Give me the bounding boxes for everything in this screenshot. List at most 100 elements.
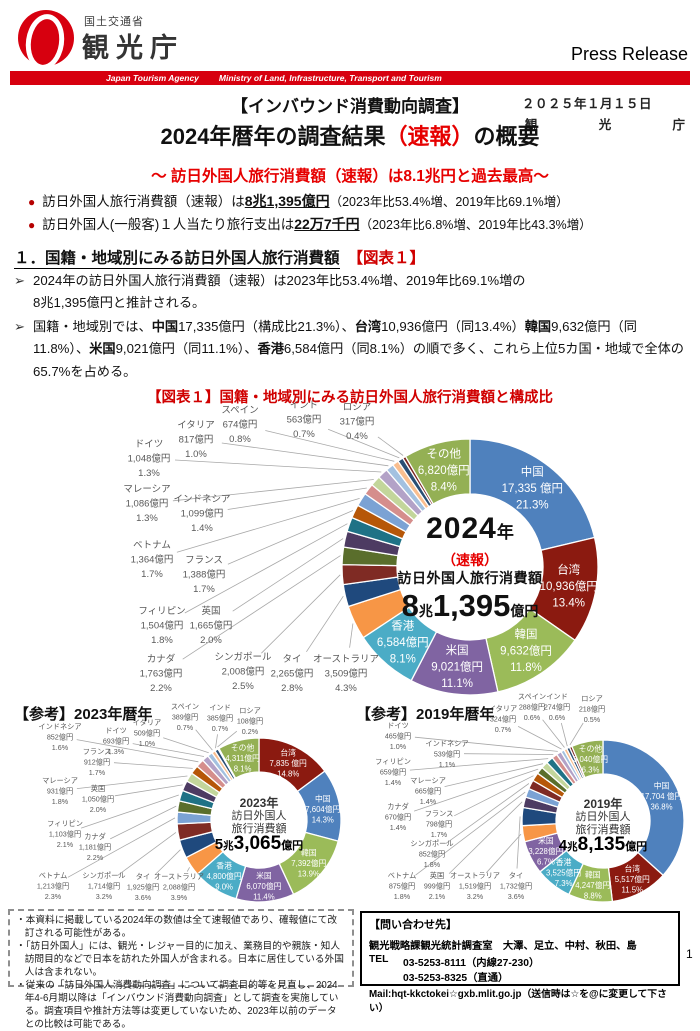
slice-label-outside: シンガポール 2,008億円 2.5% [214, 652, 272, 692]
slice-label-outside: ロシア 218億円 0.5% [579, 694, 605, 724]
org-name-justified: 観 光 庁 [522, 114, 688, 133]
section1-figure-ref: 【図表１】 [347, 250, 426, 267]
slice-label-outside: 英国 1,050億円 2.0% [82, 784, 114, 814]
donut-2019-year: 2019年 [583, 797, 623, 811]
footnote-item: ・「訪日外国人」には、観光・レジャー目的に加え、業務目的や親族・知人訪問目的など… [16, 941, 344, 978]
bullet-dot-icon: ● [28, 218, 36, 232]
tel-label: TEL [369, 954, 389, 965]
paragraph1-line1: 2024年の訪日外国人旅行消費額（速報）は2023年比53.4%増、2019年比… [33, 273, 526, 288]
slice-label-outside: シンガポール 852億円 1.8% [410, 839, 453, 869]
leader-line [414, 736, 558, 752]
slice-label-outside: カナダ 1,763億円 2.2% [140, 653, 183, 694]
leader-line [306, 595, 344, 653]
chart-2023-title: 【参考】2023年暦年 [14, 706, 153, 723]
leader-line [463, 753, 554, 755]
donut-2019-desc1: 訪日外国人 [575, 811, 631, 823]
leader-line [377, 436, 404, 456]
bar-ministry-en: Ministry of Land, Infrastructure, Transp… [218, 73, 442, 83]
leader-line [221, 442, 389, 467]
slice-label-outside: フランス 1,388億円 1.7% [183, 555, 226, 595]
leader-line [176, 498, 360, 553]
tel-number-1: 03-5253-8111（内線27-230） [403, 958, 540, 969]
total-billion-unit: 億円 [510, 603, 539, 619]
footnote-item: ・本資料に掲載している2024年の数値は全て速報値であり、確報値にて改訂される可… [16, 915, 338, 939]
leader-line [195, 729, 213, 751]
donut-2024-center: 2024年 （速報） 訪日外国人旅行消費額 8兆1,395億円 [365, 512, 575, 630]
bullet-comparison: （2023年比53.4%増、2019年比69.1%増） [329, 195, 569, 209]
slice-label-outside: イタリア 509億円 1.0% [133, 718, 161, 748]
headline-slogan: ～ 訪日外国人旅行消費額（速報）は8.1兆円と過去最高～ [151, 168, 549, 185]
leader-line [569, 722, 584, 746]
slice-label-outside: タイ 1,732億円 3.6% [500, 871, 532, 901]
leader-line [486, 833, 522, 874]
footnotes-box: ・本資料に掲載している2024年の数値は全て速報値であり、確報値にて改訂される可… [8, 909, 354, 1030]
leader-line [232, 538, 344, 612]
slice-label-inside: その他 4,311億円 8.1% [225, 743, 260, 774]
leader-line [409, 758, 549, 771]
slice-label-outside: ベトナム 875億円 1.8% [388, 871, 417, 901]
slice-label-outside: インドネシア 1,099億円 1.4% [173, 494, 230, 534]
slice-label-outside: ベトナム 1,213億円 2.3% [37, 871, 69, 901]
org-char: 観 [525, 118, 538, 132]
donut-2024-flash-note: （速報） [442, 552, 498, 568]
leader-line [184, 523, 348, 614]
bullet-comparison: （2023年比6.8%増、2019年比43.3%増） [359, 218, 592, 232]
leader-line [413, 768, 539, 812]
page-number: 1 [686, 947, 693, 961]
slice-label-outside: イタリア 324億円 0.7% [489, 704, 517, 734]
donut-2019-desc2: 旅行消費額 [575, 823, 631, 836]
leader-line [444, 763, 544, 787]
slice-label-inside: 香港 3,525億円 7.3% [546, 857, 581, 888]
contact-mail: Mail:hqt-kkctokei☆gxb.mlit.go.jp（送信時は☆を@… [369, 989, 667, 1014]
page-title-flash: （速報） [385, 124, 474, 149]
leader-line [445, 783, 530, 844]
total-billion-unit: 億円 [281, 840, 304, 852]
contact-department: 観光戦略課観光統計調査室 大澤、足立、中村、秋田、島 [369, 941, 637, 952]
donut-2019-center: 2019年 訪日外国人 旅行消費額 4兆8,135億円 [538, 798, 668, 855]
section1-heading: １．国籍・地域別にみる訪日外国人旅行消費額 【図表１】 [14, 246, 426, 269]
bullet-strong-value: 8兆1,395億円 [244, 193, 330, 209]
leader-line [154, 849, 181, 875]
slice-label-outside: スペイン 288億円 0.6% [518, 692, 546, 722]
slice-label-outside: インド 274億円 0.6% [544, 692, 570, 722]
slice-label-inside: 韓国 4,247億円 8.8% [575, 870, 610, 901]
leader-line [415, 791, 526, 876]
year-number: 2024 [426, 512, 497, 545]
slice-label-outside: タイ 2,265億円 2.8% [271, 654, 314, 694]
total-trillions: 8 [401, 588, 419, 623]
slice-label-inside: 中国 7,604億円 14.3% [305, 793, 340, 824]
leader-line [132, 743, 205, 757]
agency-name: 観光庁 [82, 33, 184, 63]
bullet-text: 訪日外国人(一般客)１人当たり旅行支出は [42, 217, 295, 232]
section1-paragraph-2: ➢ 国籍・地域別では、中国17,335億円（構成比21.3%）、台湾10,936… [14, 316, 692, 383]
slice-label-outside: シンガポール 1,714億円 3.2% [82, 871, 125, 901]
slice-label-outside: インドネシア 852億円 1.6% [38, 722, 81, 752]
leader-line [265, 430, 395, 462]
slice-label-outside: 英国 999億円 2.1% [424, 871, 450, 901]
pie-slice [571, 739, 604, 779]
total-trillions: 5 [214, 836, 224, 853]
paragraph1-line2: 8兆1,395億円と推計される。 [33, 295, 206, 311]
slice-label-outside: マレーシア 665億円 1.4% [410, 776, 446, 806]
slice-label-outside: オーストラリア 1,519億円 3.2% [450, 871, 500, 901]
slice-label-outside: カナダ 1,181億円 2.2% [79, 832, 111, 862]
leader-line [542, 719, 565, 748]
leader-line [261, 574, 341, 654]
slice-label-inside: 台湾 5,517億円 11.5% [615, 863, 650, 894]
summary-bullet-1: ● 訪日外国人旅行消費額（速報）は8兆1,395億円（2023年比53.4%増、2… [28, 190, 688, 213]
leader-line [117, 832, 177, 876]
slice-label-outside: フィリピン 1,504億円 1.8% [138, 606, 185, 646]
section1-paragraph-1: ➢ 2024年の訪日外国人旅行消費額（速報）は2023年比53.4%増、2019… [14, 270, 692, 315]
contact-title: 【問い合わせ先】 [369, 919, 457, 931]
total-trillion-unit: 兆 [223, 840, 234, 852]
pie-slice [602, 739, 685, 877]
slice-label-outside: オーストラリア 2,088億円 3.9% [154, 872, 204, 902]
leader-line [114, 784, 183, 797]
release-date: ２０２５年１月１５日 [522, 97, 653, 111]
leader-line [560, 722, 568, 747]
paragraph2-body: 国籍・地域別では、中国17,335億円（構成比21.3%）、台湾10,936億円… [33, 316, 692, 383]
slice-label-outside: タイ 1,925億円 3.6% [127, 872, 159, 902]
slice-label-outside: ドイツ 465億円 1.0% [385, 721, 411, 751]
country-name-strong: 台湾 [354, 319, 382, 334]
tel-number-2: 03-5253-8325（直通） [403, 973, 509, 984]
